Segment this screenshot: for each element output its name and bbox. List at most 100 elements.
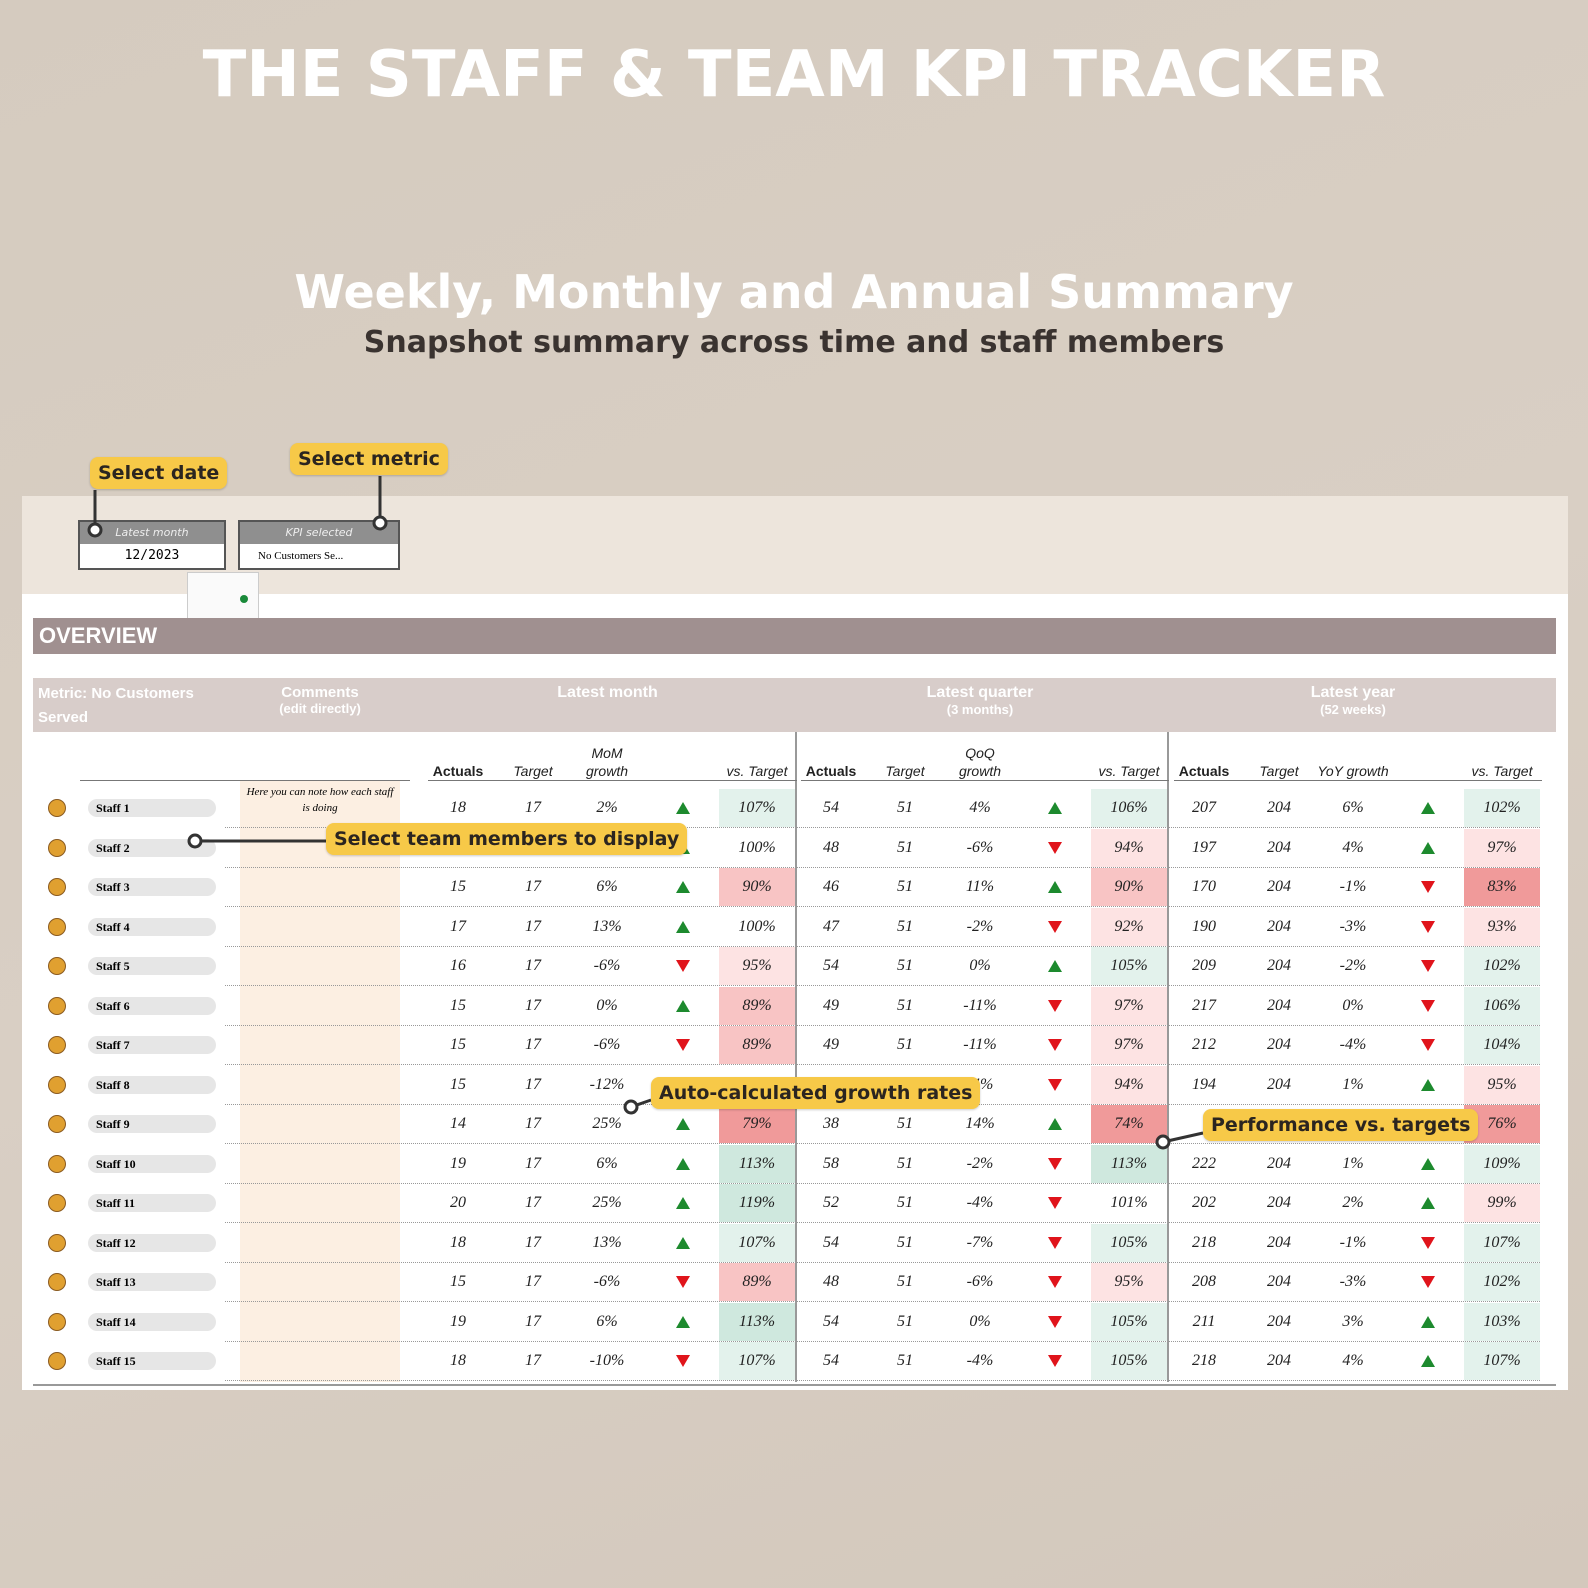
- value-cell: 54: [823, 1352, 839, 1369]
- trend-arrow: [1421, 960, 1435, 972]
- value-cell: 25%: [592, 1115, 622, 1132]
- kpi-control[interactable]: KPI selected No Customers Se...: [238, 520, 400, 570]
- trend-arrow: [1048, 920, 1062, 933]
- vs-target-cell: 97%: [1464, 828, 1540, 867]
- value-cell: 11%: [965, 878, 995, 895]
- vs-target-cell: 74%: [1091, 1105, 1167, 1143]
- staff-pill[interactable]: Staff 4: [88, 917, 216, 936]
- staff-name: Staff 3: [96, 880, 130, 894]
- value-cell: 170: [1192, 878, 1216, 895]
- value-cell: 17: [525, 1352, 541, 1369]
- value-cell: 54: [823, 957, 839, 974]
- staff-pill[interactable]: Staff 12: [88, 1233, 216, 1252]
- column-header: vs. Target: [726, 763, 788, 779]
- staff-pill[interactable]: Staff 3: [88, 878, 216, 896]
- date-control[interactable]: Latest month 12/2023: [78, 520, 226, 570]
- column-header: Target: [1259, 763, 1299, 779]
- value-cell: 49: [823, 996, 839, 1014]
- callout-date: Select date: [90, 457, 228, 489]
- value-cell: 204: [1267, 838, 1291, 856]
- value-cell: 17: [525, 878, 541, 895]
- date-label: Latest month: [80, 522, 224, 544]
- value-cell: 20: [450, 1194, 466, 1211]
- value-cell: 51: [897, 799, 913, 816]
- value-cell: 18: [450, 1352, 466, 1369]
- value-cell: -11%: [963, 996, 997, 1014]
- staff-pill[interactable]: Staff 14: [88, 1312, 216, 1331]
- staff-pill[interactable]: Staff 6: [88, 996, 216, 1015]
- row-separator: [225, 1143, 1540, 1144]
- staff-pill[interactable]: Staff 5: [88, 957, 216, 975]
- trend-arrow: [1421, 841, 1435, 854]
- trend-arrow: [1048, 881, 1062, 893]
- trend-arrow: [676, 960, 690, 972]
- group-title: Latest month: [557, 684, 658, 701]
- vs-target-cell: 103%: [1464, 1302, 1540, 1341]
- staff-pill[interactable]: Staff 10: [88, 1154, 216, 1173]
- staff-pill[interactable]: Staff 9: [88, 1115, 216, 1133]
- value-cell: 17: [525, 1233, 541, 1251]
- comments-header: Comments (edit directly): [240, 684, 400, 716]
- value-cell: 17: [525, 1273, 541, 1290]
- row-separator: [225, 1182, 1540, 1184]
- value-cell: -2%: [1339, 957, 1367, 974]
- trend-arrow: [1421, 1276, 1435, 1288]
- staff-pill[interactable]: Staff 13: [88, 1273, 216, 1291]
- value-cell: 51: [897, 838, 913, 856]
- kpi-label: KPI selected: [240, 522, 398, 544]
- staff-name: Staff 13: [96, 1275, 136, 1289]
- tagline: Snapshot summary across time and staff m…: [363, 325, 1225, 360]
- trend-arrow: [1048, 999, 1062, 1012]
- value-cell: 48: [823, 1273, 839, 1290]
- staff-pill[interactable]: Staff 11: [88, 1194, 216, 1212]
- overview-title: OVERVIEW: [39, 623, 158, 648]
- subtitle: Weekly, Monthly and Annual Summary: [294, 265, 1294, 319]
- value-cell: 51: [897, 1154, 913, 1172]
- value-cell: -6%: [966, 1273, 994, 1290]
- title: THE STAFF & TEAM KPI TRACKER: [202, 38, 1386, 112]
- value-cell: 197: [1192, 838, 1216, 856]
- row-separator: [225, 1340, 1540, 1342]
- vs-target-cell: 106%: [1091, 789, 1167, 827]
- header-underline: [801, 780, 1169, 781]
- trend-arrow: [676, 881, 690, 893]
- vs-target-cell: 105%: [1091, 1223, 1167, 1262]
- trend-arrow: [1421, 1236, 1435, 1249]
- group-title: Latest year: [1310, 684, 1396, 701]
- staff-pill[interactable]: Staff 1: [88, 799, 216, 817]
- value-cell: 51: [897, 996, 913, 1014]
- callout-metric: Select metric: [290, 443, 448, 475]
- vs-target-cell: 104%: [1464, 1026, 1540, 1064]
- value-cell: 19: [450, 1312, 466, 1330]
- value-cell: 51: [897, 1273, 913, 1290]
- vs-target-cell: 102%: [1464, 1263, 1540, 1301]
- value-cell: 209: [1192, 957, 1216, 974]
- value-cell: 52: [823, 1194, 839, 1211]
- value-cell: 38: [823, 1115, 839, 1132]
- value-cell: 47: [823, 917, 839, 935]
- trend-arrow: [676, 1197, 690, 1209]
- trend-arrow: [1421, 1157, 1435, 1170]
- avatar: [48, 1075, 66, 1094]
- staff-name: Staff 14: [96, 1314, 136, 1329]
- avatar: [48, 838, 66, 857]
- avatar: [48, 996, 66, 1015]
- comment-note: Here you can note how each staff is doin…: [246, 786, 394, 814]
- value-cell: 51: [897, 1036, 913, 1053]
- vs-target-cell: 99%: [1464, 1184, 1540, 1222]
- value-cell: -4%: [966, 1194, 994, 1211]
- trend-arrow: [1421, 1039, 1435, 1051]
- value-cell: -6%: [966, 838, 994, 856]
- value-cell: 18: [450, 799, 466, 816]
- staff-pill[interactable]: Staff 2: [88, 838, 216, 857]
- row-separator: [225, 906, 1540, 907]
- trend-arrow: [1048, 960, 1062, 972]
- vs-target-cell: 105%: [1091, 1302, 1167, 1341]
- staff-pill[interactable]: Staff 8: [88, 1075, 216, 1094]
- value-cell: 54: [823, 1312, 839, 1330]
- staff-pill[interactable]: Staff 7: [88, 1036, 216, 1054]
- value-cell: -11%: [963, 1036, 997, 1053]
- value-cell: 6%: [596, 1312, 618, 1330]
- staff-pill[interactable]: Staff 15: [88, 1352, 216, 1370]
- vs-target-cell: 89%: [719, 986, 795, 1025]
